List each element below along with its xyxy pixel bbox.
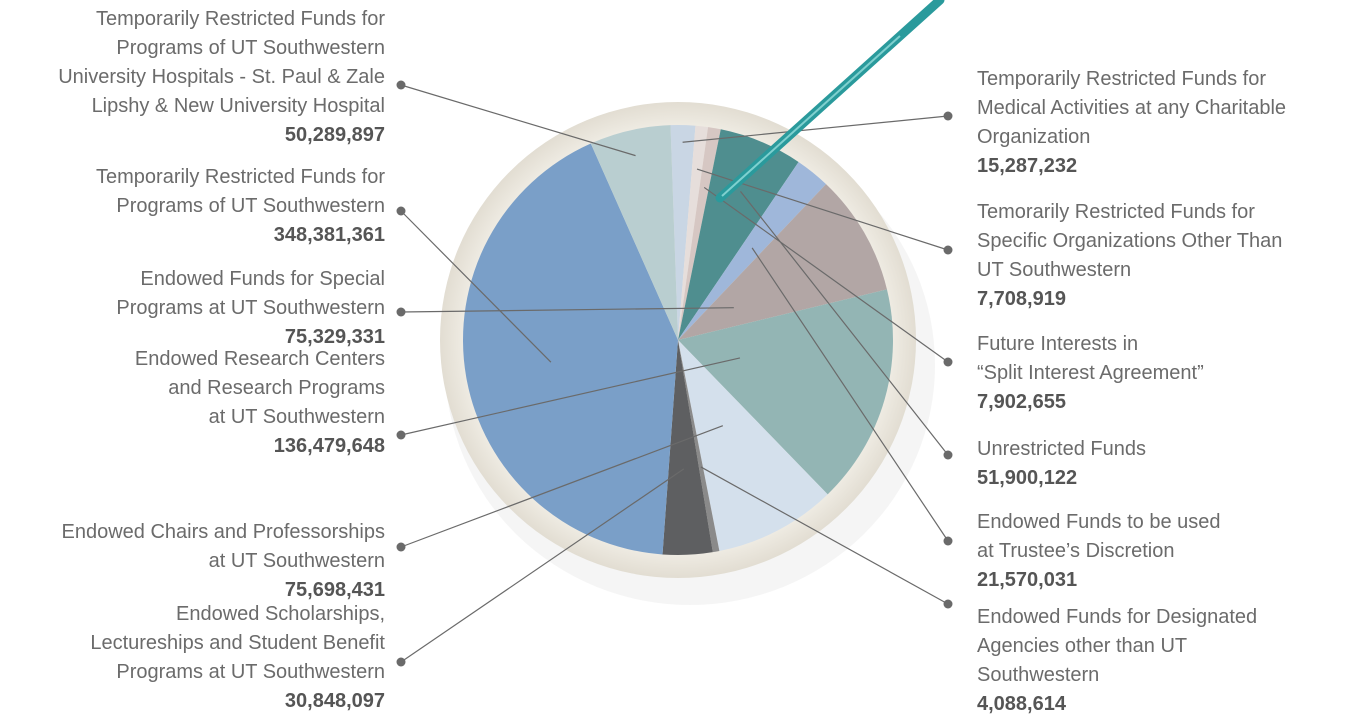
value-label: 15,287,232 [977, 152, 1286, 181]
slice-label: Future Interests in “Split Interest Agre… [977, 330, 1204, 417]
value-label: 7,902,655 [977, 388, 1204, 417]
category-label: Unrestricted Funds [977, 435, 1146, 464]
leader-dot [397, 658, 406, 667]
category-label: Temporarily Restricted Funds for Program… [58, 5, 385, 121]
category-label: Endowed Scholarships, Lectureships and S… [90, 600, 385, 687]
value-label: 51,900,122 [977, 464, 1146, 493]
leader-dot [944, 358, 953, 367]
value-label: 30,848,097 [90, 687, 385, 716]
slice-label: Endowed Funds for Designated Agencies ot… [977, 603, 1257, 719]
category-label: Endowed Funds for Designated Agencies ot… [977, 603, 1257, 690]
slice-label: Temporarily Restricted Funds for Program… [96, 163, 385, 250]
slice-label: Temporarily Restricted Funds for Medical… [977, 65, 1286, 181]
value-label: 348,381,361 [96, 221, 385, 250]
leader-dot [944, 537, 953, 546]
leader-dot [397, 543, 406, 552]
leader-dot [944, 112, 953, 121]
slice-label: Temorarily Restricted Funds for Specific… [977, 198, 1282, 314]
leader-dot [944, 600, 953, 609]
category-label: Endowed Funds to be used at Trustee’s Di… [977, 508, 1221, 566]
value-label: 7,708,919 [977, 285, 1282, 314]
page: (() => { const data = JSON.parse(documen… [0, 0, 1348, 719]
slice-label: Endowed Funds for Special Programs at UT… [116, 265, 385, 352]
category-label: Endowed Research Centers and Research Pr… [135, 345, 385, 432]
category-label: Temorarily Restricted Funds for Specific… [977, 198, 1282, 285]
value-label: 4,088,614 [977, 690, 1257, 719]
slices [463, 125, 893, 555]
slice-label: Endowed Funds to be used at Trustee’s Di… [977, 508, 1221, 595]
category-label: Temporarily Restricted Funds for Medical… [977, 65, 1286, 152]
leader-dot [944, 246, 953, 255]
slice-label: Temporarily Restricted Funds for Program… [58, 5, 385, 150]
category-label: Endowed Funds for Special Programs at UT… [116, 265, 385, 323]
leader-dot [397, 81, 406, 90]
value-label: 50,289,897 [58, 121, 385, 150]
slice-label: Endowed Research Centers and Research Pr… [135, 345, 385, 461]
category-label: Temporarily Restricted Funds for Program… [96, 163, 385, 221]
leader-dot [397, 431, 406, 440]
category-label: Future Interests in “Split Interest Agre… [977, 330, 1204, 388]
slice-label: Endowed Scholarships, Lectureships and S… [90, 600, 385, 716]
value-label: 21,570,031 [977, 566, 1221, 595]
value-label: 136,479,648 [135, 432, 385, 461]
category-label: Endowed Chairs and Professorships at UT … [61, 518, 385, 576]
leader-dot [397, 308, 406, 317]
leader-dot [944, 451, 953, 460]
leader-dot [397, 207, 406, 216]
slice-label: Endowed Chairs and Professorships at UT … [61, 518, 385, 605]
